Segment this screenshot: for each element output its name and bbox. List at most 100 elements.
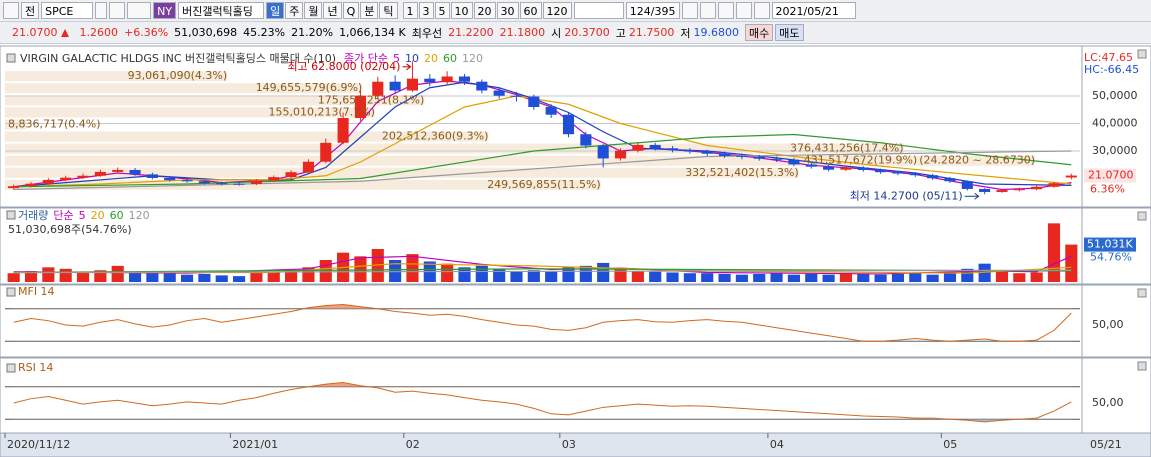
- interval-group: 1 3 5 10 20 30 60 120: [402, 2, 572, 19]
- candle-body: [441, 76, 453, 83]
- tool-icon[interactable]: [681, 2, 698, 19]
- x-axis-bg: [0, 432, 1151, 457]
- volume-bar: [718, 273, 731, 282]
- profile-label: 249,569,855(11.5%): [487, 178, 601, 191]
- volume-tag: [1084, 237, 1136, 252]
- candle-body: [805, 164, 817, 167]
- period-button[interactable]: 월: [304, 2, 323, 19]
- panel-icon: [1137, 361, 1147, 371]
- period-button[interactable]: Q: [342, 2, 360, 19]
- period-button[interactable]: 분: [360, 2, 379, 19]
- period-button[interactable]: 년: [323, 2, 342, 19]
- x-tick-label: 2020/11/12: [7, 438, 70, 451]
- blank-field[interactable]: [573, 2, 624, 19]
- period-button[interactable]: 주: [285, 2, 304, 19]
- candle-body: [840, 167, 852, 170]
- candle-body: [476, 81, 488, 91]
- volume-bar: [24, 271, 38, 282]
- y-tick-label: 50,00: [1092, 318, 1124, 331]
- panel-icon: [1137, 288, 1147, 298]
- overbought-fill: [308, 382, 370, 387]
- price: 21.0700: [12, 26, 58, 39]
- tool-icon[interactable]: [699, 2, 716, 19]
- hc-label: HC:-66.45: [1084, 63, 1139, 76]
- ma-label: 종가 단순: [344, 52, 388, 65]
- volume-bar: [909, 273, 922, 282]
- header-icon: [6, 287, 16, 297]
- volume-pct-label: 54.76%: [1090, 251, 1132, 264]
- high: 21.7500: [628, 26, 675, 39]
- menu-icon[interactable]: [3, 2, 19, 19]
- low-arrow: [964, 192, 980, 200]
- indicator-line: [13, 381, 1072, 423]
- candle-body: [25, 183, 37, 187]
- candle-body: [268, 177, 280, 181]
- period-button[interactable]: 일: [266, 2, 285, 19]
- volume-bar: [354, 256, 367, 282]
- buy-button[interactable]: 매수: [745, 24, 774, 41]
- volume-bar: [76, 271, 90, 282]
- low-label: 저: [680, 26, 691, 40]
- candle-body: [788, 159, 800, 165]
- period-button[interactable]: 틱: [379, 2, 398, 19]
- candle-body: [198, 181, 210, 184]
- change-pct: +6.36%: [124, 26, 169, 39]
- interval-button[interactable]: 20: [473, 2, 496, 19]
- sell-button[interactable]: 매도: [775, 24, 804, 41]
- volume-header: 51,030,698주(54.76%): [8, 223, 132, 236]
- volume-bar: [822, 274, 835, 282]
- code-input[interactable]: SPCE: [41, 2, 94, 19]
- turnover: 21.20%: [291, 26, 334, 39]
- candle-body: [8, 186, 20, 189]
- volume-bar: [874, 274, 887, 282]
- volume-profile-bar: [5, 119, 27, 130]
- y-tick-label: 50,0000: [1092, 89, 1138, 102]
- indicator-line: [13, 303, 1072, 342]
- market-button[interactable]: 전: [21, 2, 40, 19]
- volume: 51,030,698: [174, 26, 238, 39]
- candle-body: [944, 178, 956, 182]
- candle-body: [216, 183, 228, 185]
- interval-button[interactable]: 60: [519, 2, 542, 19]
- volume-bar: [475, 265, 488, 282]
- interval-button[interactable]: 10: [450, 2, 473, 19]
- volume-bar: [319, 260, 332, 282]
- candle-body: [233, 183, 245, 185]
- volume-bar: [163, 273, 176, 282]
- chart-title: MFI 14: [18, 285, 55, 298]
- low: 19.6800: [693, 26, 740, 39]
- interval-button[interactable]: 5: [434, 2, 450, 19]
- interval-button[interactable]: 1: [402, 2, 418, 19]
- save-icon[interactable]: [735, 2, 752, 19]
- candle-body: [424, 78, 436, 83]
- chart-title: 거래량: [18, 209, 48, 222]
- volume-bar: [805, 273, 818, 282]
- y-tick-label: 40,0000: [1092, 117, 1138, 130]
- volume-bar: [250, 271, 263, 282]
- legend-label: 10: [405, 52, 419, 65]
- date-field[interactable]: 2021/05/21: [771, 2, 856, 19]
- open-label: 시: [551, 26, 562, 40]
- change-tag-label: 6.36%: [1090, 183, 1125, 196]
- tool-icon[interactable]: [717, 2, 734, 19]
- candle-body: [164, 177, 176, 181]
- interval-button[interactable]: 3: [418, 2, 434, 19]
- legend-label: 120: [462, 52, 483, 65]
- volume-bar: [406, 254, 419, 282]
- interval-button[interactable]: 120: [542, 2, 572, 19]
- count-field[interactable]: 124/395: [625, 2, 680, 19]
- volume-bar: [1030, 272, 1043, 282]
- name-field[interactable]: 버진갤럭틱홀딩: [178, 2, 265, 19]
- interval-button[interactable]: 30: [496, 2, 519, 19]
- candle-body: [406, 78, 419, 91]
- volume-profile-bar: [5, 143, 904, 154]
- dropdown[interactable]: [95, 2, 108, 19]
- search-icon[interactable]: [109, 2, 126, 19]
- price-tag-label: 21.0700: [1088, 169, 1134, 182]
- candle-body: [1065, 175, 1077, 178]
- settings-icon[interactable]: [753, 2, 770, 19]
- volume-bar: [683, 273, 696, 282]
- candle-body: [771, 158, 783, 160]
- x-tick-label: 05/21: [1090, 438, 1122, 451]
- sound-icon[interactable]: [127, 2, 152, 19]
